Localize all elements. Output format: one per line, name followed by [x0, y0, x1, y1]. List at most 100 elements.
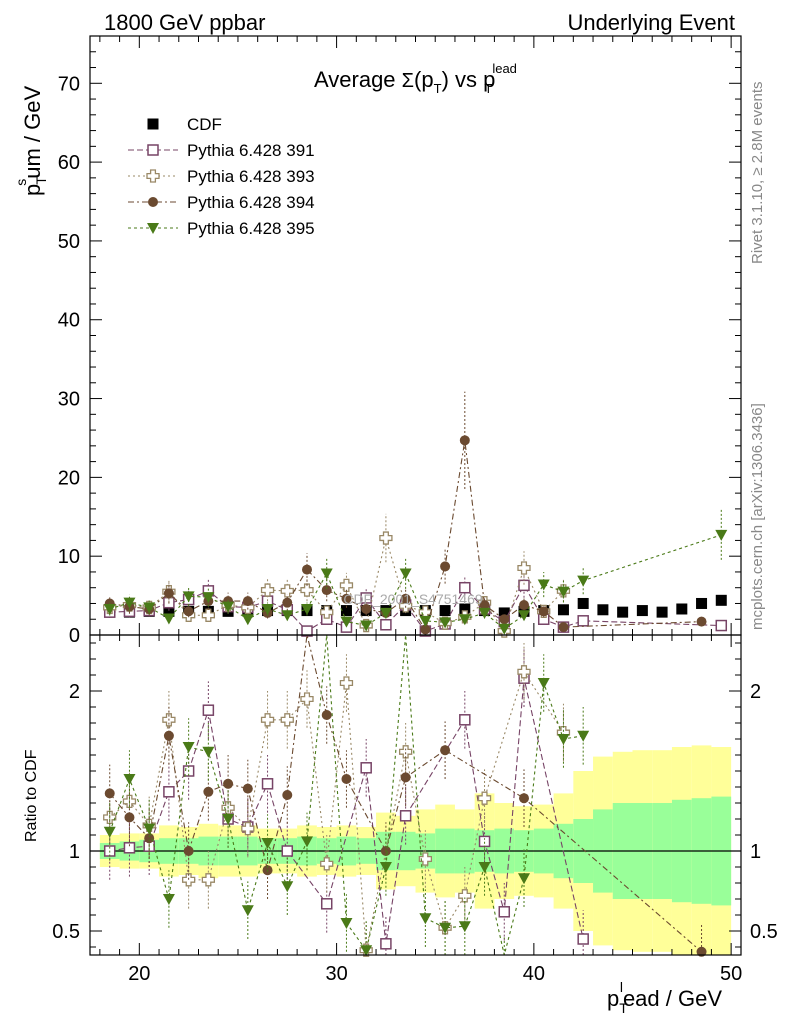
- main-y-tick-label: 10: [58, 546, 80, 568]
- x-tick-label: 30: [325, 963, 347, 985]
- ratio-point-pythia-6-428-393: [418, 852, 433, 866]
- ratio-point-pythia-6-428-395: [222, 814, 235, 825]
- main-point-pythia-6-428-393: [201, 608, 216, 622]
- main-point-cdf: [676, 603, 688, 615]
- main-data-layer: [103, 391, 728, 638]
- ratio-point-pythia-6-428-391: [261, 778, 274, 790]
- ratio-point-pythia-6-428-393: [280, 713, 294, 727]
- main-line-pythia-6-428-395: [109, 534, 722, 630]
- ratio-point-pythia-6-428-393: [477, 791, 492, 805]
- main-point-pythia-6-428-394: [302, 564, 312, 575]
- ratio-axes: 20 30 40 50 0.5 0.5 1 1 2 2: [52, 634, 778, 985]
- legend-marker-cdf: [147, 118, 159, 130]
- x-tick-label: 40: [523, 963, 545, 985]
- ratio-point-pythia-6-428-395: [202, 746, 215, 758]
- main-y-tick-label: 30: [58, 389, 80, 411]
- ratio-point-pythia-6-428-393: [458, 889, 472, 903]
- legend-label-pythia-6-428-391: Pythia 6.428 391: [187, 141, 315, 160]
- ratio-point-pythia-6-428-391: [202, 704, 215, 716]
- ratio-point-pythia-6-428-391: [399, 810, 412, 822]
- ratio-point-pythia-6-428-394: [321, 710, 332, 720]
- ratio-point-pythia-6-428-394: [519, 793, 529, 804]
- ratio-point-pythia-6-428-391: [498, 906, 511, 918]
- ratio-point-pythia-6-428-395: [281, 881, 294, 893]
- main-point-cdf: [163, 605, 175, 617]
- ratio-point-pythia-6-428-391: [360, 762, 372, 774]
- main-point-pythia-6-428-393: [339, 578, 354, 592]
- ratio-point-pythia-6-428-394: [163, 730, 174, 741]
- main-point-pythia-6-428-393: [300, 583, 314, 597]
- main-y-tick-label: 60: [58, 152, 80, 174]
- main-point-pythia-6-428-395: [715, 529, 728, 541]
- main-point-cdf: [636, 605, 648, 617]
- ratio-point-pythia-6-428-395: [360, 945, 373, 957]
- ratio-point-pythia-6-428-393: [201, 873, 216, 887]
- main-point-pythia-6-428-395: [537, 579, 550, 591]
- main-point-pythia-6-428-395: [340, 616, 353, 628]
- main-point-pythia-6-428-395: [182, 591, 195, 603]
- ratio-point-pythia-6-428-395: [419, 913, 432, 925]
- main-point-pythia-6-428-391: [577, 615, 589, 627]
- main-point-cdf: [557, 604, 569, 616]
- ratio-point-pythia-6-428-394: [400, 772, 411, 783]
- legend-marker-pythia-6-428-394: [148, 197, 158, 207]
- ratio-point-pythia-6-428-393: [241, 821, 255, 836]
- ratio-point-pythia-6-428-393: [260, 713, 275, 727]
- main-point-pythia-6-428-394: [479, 600, 490, 611]
- ratio-point-pythia-6-428-391: [380, 938, 392, 950]
- main-point-cdf: [597, 604, 609, 616]
- main-point-pythia-6-428-395: [320, 568, 333, 580]
- ratio-y-tick-label-right: 2: [750, 681, 761, 703]
- main-point-pythia-6-428-395: [419, 615, 432, 627]
- ratio-point-pythia-6-428-395: [577, 730, 590, 742]
- legend-marker-pythia-6-428-391: [147, 144, 159, 156]
- legend-label-pythia-6-428-393: Pythia 6.428 393: [187, 167, 315, 186]
- ratio-point-pythia-6-428-395: [478, 862, 491, 873]
- main-y-tick-label: 20: [58, 467, 80, 489]
- main-point-pythia-6-428-395: [103, 603, 116, 615]
- legend-label-pythia-6-428-394: Pythia 6.428 394: [187, 193, 315, 212]
- ratio-point-pythia-6-428-394: [282, 790, 293, 800]
- main-point-pythia-6-428-395: [202, 592, 215, 604]
- ratio-line-pythia-6-428-394: [109, 634, 702, 953]
- ratio-point-pythia-6-428-394: [104, 788, 115, 799]
- legend-label-cdf: CDF: [187, 115, 222, 134]
- ratio-point-pythia-6-428-395: [518, 873, 530, 885]
- main-point-cdf: [459, 603, 471, 615]
- main-point-pythia-6-428-393: [320, 605, 334, 619]
- main-point-cdf: [439, 605, 451, 617]
- header-right: Underlying Event: [567, 10, 735, 35]
- main-point-pythia-6-428-395: [439, 617, 452, 629]
- ratio-point-pythia-6-428-395: [537, 678, 550, 689]
- main-point-pythia-6-428-391: [459, 581, 471, 594]
- main-line-pythia-6-428-393: [109, 537, 564, 633]
- ratio-point-pythia-6-428-395: [143, 823, 156, 835]
- main-point-cdf: [340, 605, 352, 617]
- ratio-y-axis-label: Ratio to CDF: [23, 749, 40, 842]
- analysis-watermark: CDF_2001_S4751469: [343, 591, 483, 607]
- main-point-pythia-6-428-395: [518, 610, 530, 622]
- main-point-pythia-6-428-395: [281, 610, 294, 622]
- main-point-pythia-6-428-393: [280, 584, 294, 598]
- main-point-pythia-6-428-394: [440, 561, 451, 572]
- ratio-point-pythia-6-428-395: [162, 894, 175, 905]
- ratio-point-pythia-6-428-395: [123, 774, 136, 785]
- ratio-point-pythia-6-428-394: [144, 833, 155, 844]
- main-point-pythia-6-428-395: [379, 607, 392, 619]
- mcplots-label: mcplots.cern.ch [arXiv:1306.3436]: [749, 403, 766, 630]
- ratio-y-tick-label: 0.5: [52, 921, 80, 943]
- main-point-pythia-6-428-393: [379, 531, 393, 545]
- ratio-point-pythia-6-428-394: [203, 786, 214, 797]
- ratio-point-pythia-6-428-394: [124, 812, 135, 823]
- ratio-point-pythia-6-428-393: [320, 857, 334, 871]
- main-point-pythia-6-428-395: [458, 614, 471, 626]
- ratio-point-pythia-6-428-394: [341, 774, 352, 784]
- main-point-pythia-6-428-395: [162, 613, 175, 625]
- main-point-pythia-6-428-394: [400, 593, 411, 604]
- main-point-cdf: [715, 594, 727, 606]
- main-point-pythia-6-428-395: [557, 586, 570, 598]
- main-y-tick-label: 70: [58, 73, 80, 95]
- ratio-point-pythia-6-428-395: [557, 734, 570, 745]
- ratio-point-pythia-6-428-391: [123, 842, 136, 854]
- ratio-point-pythia-6-428-391: [478, 835, 491, 848]
